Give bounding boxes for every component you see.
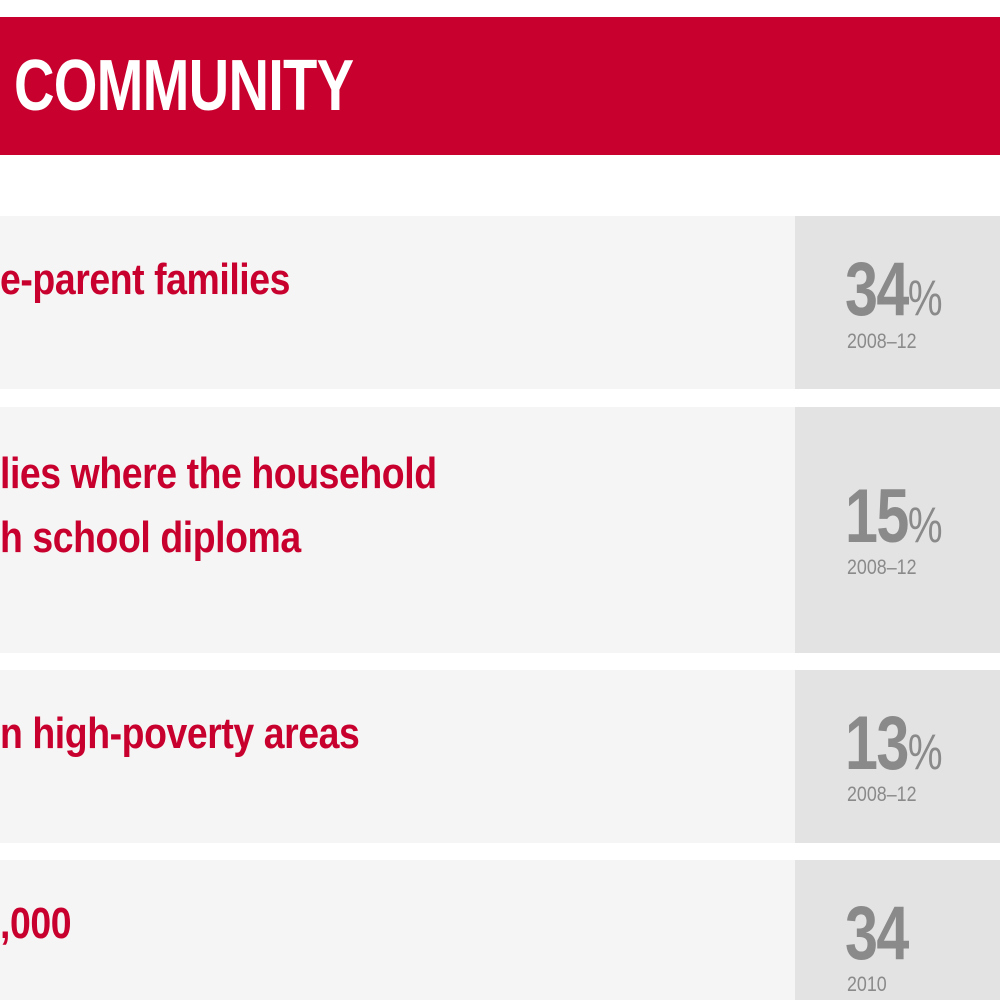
stat-number: 34 [845,247,909,332]
row-description: lies where the household [0,449,437,498]
stat-row: ,000 34 2010 [0,860,1000,1000]
row-description: h school diploma [0,513,301,562]
stat-year: 2008–12 [847,556,917,579]
row-description: e-parent families [0,255,291,304]
stat-number: 13 [845,701,909,786]
stat-year: 2010 [847,973,887,996]
stat-row: n high-poverty areas 13% 2008–12 [0,670,1000,843]
stat-value: 34 [845,891,909,982]
stat-value: 34% [845,250,943,338]
stat-number: 15 [845,474,909,559]
stat-box: 13% 2008–12 [795,670,1000,843]
stat-row: e-parent families 34% 2008–12 [0,216,1000,389]
stat-value: 15% [845,477,943,565]
section-header [0,17,1000,155]
row-description: ,000 [0,899,72,948]
stat-box: 15% 2008–12 [795,407,1000,653]
stat-box: 34 2010 [795,860,1000,1000]
stat-value: 13% [845,704,943,792]
row-description: n high-poverty areas [0,709,360,758]
section-title: COMMUNITY [14,46,354,126]
stat-row: lies where the household h school diplom… [0,407,1000,653]
stat-unit: % [907,497,943,553]
stat-year: 2008–12 [847,330,917,353]
stat-number: 34 [845,891,909,976]
stat-box: 34% 2008–12 [795,216,1000,389]
stat-unit: % [907,270,943,326]
stat-unit: % [907,724,943,780]
stat-year: 2008–12 [847,783,917,806]
